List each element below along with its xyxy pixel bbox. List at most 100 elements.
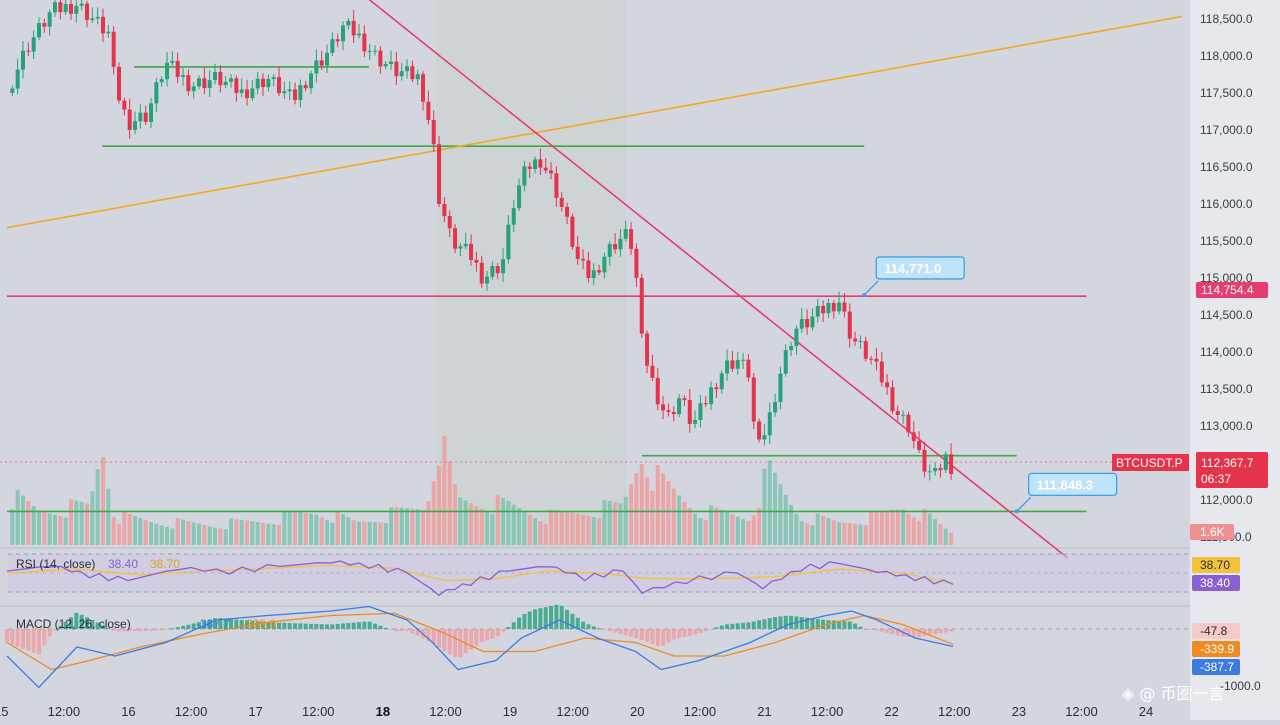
histogram-bar bbox=[543, 607, 548, 629]
rsi-ma-line bbox=[6, 564, 954, 585]
candle-body bbox=[165, 62, 170, 80]
volume-bar bbox=[170, 528, 175, 545]
volume-bar bbox=[239, 519, 244, 545]
candle-body bbox=[90, 18, 95, 20]
macd-title: MACD (12, 26, close) bbox=[16, 617, 131, 631]
candle-body bbox=[826, 303, 831, 314]
histogram-bar bbox=[613, 629, 618, 633]
volume-bar bbox=[463, 500, 468, 545]
histogram-bar bbox=[463, 629, 468, 654]
volume-bar bbox=[346, 517, 351, 545]
volume-bar bbox=[303, 513, 308, 545]
volume-bar bbox=[431, 481, 436, 545]
candle-body bbox=[351, 20, 356, 36]
histogram-bar bbox=[319, 624, 324, 629]
volume-bar bbox=[149, 521, 154, 545]
volume-bar bbox=[794, 513, 799, 545]
volume-bar bbox=[287, 511, 292, 545]
time-axis-ticks: 15 12:00 16 12:00 17 12:00 18 12:00 19 12:00 20 12:… bbox=[0, 704, 1153, 719]
histogram-bar bbox=[389, 629, 394, 630]
volume-bar bbox=[394, 507, 399, 545]
volume-bar bbox=[453, 484, 458, 545]
candle-body bbox=[63, 4, 68, 13]
price-tick-label: 113,500.0 bbox=[1200, 382, 1253, 396]
volume-bar bbox=[773, 472, 778, 545]
histogram-bar bbox=[31, 629, 36, 653]
volume-bar bbox=[623, 496, 628, 545]
volume-bar bbox=[714, 507, 719, 545]
histogram-bar bbox=[330, 624, 335, 629]
volume-bar bbox=[282, 510, 287, 545]
volume-bar bbox=[650, 490, 655, 545]
candle-body bbox=[37, 23, 42, 38]
candle-body bbox=[805, 319, 810, 328]
candle-body bbox=[746, 359, 751, 378]
histogram-bar bbox=[63, 621, 68, 629]
candle-body bbox=[671, 412, 676, 415]
histogram-bar bbox=[671, 629, 676, 640]
histogram-bar bbox=[639, 629, 644, 641]
volume-bar bbox=[821, 515, 826, 545]
volume-bar bbox=[383, 523, 388, 545]
volume-bar bbox=[917, 521, 922, 545]
histogram-bar bbox=[218, 618, 223, 629]
histogram-bar bbox=[245, 620, 250, 629]
histogram-bar bbox=[917, 629, 922, 637]
volume-bar bbox=[869, 511, 874, 545]
histogram-bar bbox=[186, 624, 191, 629]
candle-body bbox=[698, 403, 703, 421]
histogram-bar bbox=[655, 629, 660, 646]
volume-bar bbox=[826, 518, 831, 545]
candle-body bbox=[794, 328, 799, 346]
histogram-bar bbox=[773, 617, 778, 629]
volume-bar bbox=[74, 500, 79, 545]
histogram-bar bbox=[165, 629, 170, 630]
volume-bar bbox=[565, 511, 570, 545]
volume-bar bbox=[485, 511, 490, 545]
volume-bar bbox=[618, 503, 623, 545]
candle-body bbox=[58, 2, 63, 13]
volume-bar bbox=[687, 507, 692, 545]
volume-bar bbox=[122, 511, 127, 545]
histogram-bar bbox=[133, 629, 138, 632]
volume-bar bbox=[405, 508, 410, 545]
candle-body bbox=[373, 50, 378, 52]
candle-body bbox=[565, 206, 570, 217]
volume-bar bbox=[277, 524, 282, 545]
volume-bar bbox=[554, 510, 559, 545]
candle-body bbox=[335, 39, 340, 42]
volume-bar bbox=[666, 481, 671, 545]
histogram-bar bbox=[469, 629, 474, 650]
volume-bar bbox=[447, 461, 452, 545]
histogram-bar bbox=[746, 622, 751, 629]
callout-anchor bbox=[1014, 509, 1019, 514]
volume-bar bbox=[799, 521, 804, 545]
volume-bar bbox=[15, 489, 20, 545]
volume-bar bbox=[229, 518, 234, 545]
histogram-bar bbox=[181, 625, 186, 629]
histogram-bar bbox=[949, 629, 954, 632]
volume-bar bbox=[309, 513, 314, 545]
candle-body bbox=[501, 259, 506, 274]
candle-body bbox=[346, 20, 351, 26]
candle-body bbox=[591, 270, 596, 278]
candle-body bbox=[479, 262, 484, 284]
volume-bar bbox=[26, 501, 31, 545]
candle-body bbox=[511, 208, 516, 225]
volume-bar bbox=[538, 521, 543, 545]
histogram-bar bbox=[314, 623, 319, 629]
histogram-bar bbox=[559, 605, 564, 629]
histogram-bar bbox=[69, 617, 74, 629]
candle-body bbox=[639, 277, 644, 334]
candle-body bbox=[522, 166, 527, 186]
candle-body bbox=[906, 414, 911, 433]
price-callouts[interactable]: 114,771.0 111,848.3 bbox=[862, 256, 1118, 514]
volume-bar bbox=[421, 509, 426, 545]
time-tick-label: 12:00 bbox=[1065, 704, 1098, 719]
volume-bar bbox=[181, 519, 186, 545]
price-tick-label: 112,000.0 bbox=[1200, 493, 1253, 507]
candle-body bbox=[122, 100, 127, 110]
candle-body bbox=[837, 302, 842, 312]
volume-bar bbox=[927, 513, 932, 545]
price-tick-label: 118,000.0 bbox=[1200, 49, 1253, 63]
